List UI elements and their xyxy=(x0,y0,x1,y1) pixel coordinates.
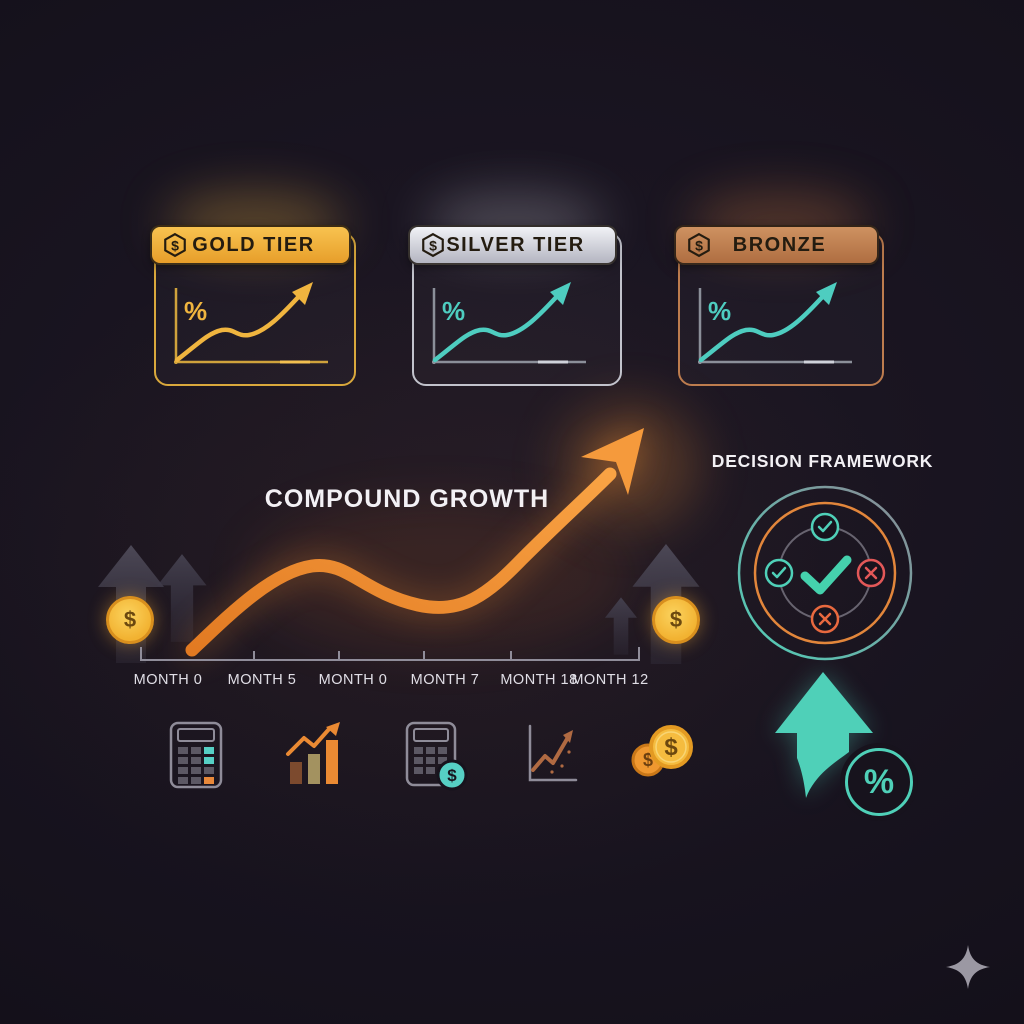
bronze-mini-chart: % xyxy=(698,282,852,364)
timeline-label: MONTH 12 xyxy=(571,672,649,688)
gold-tier-card: $ GOLD TIER % xyxy=(150,225,356,386)
percent-label: % xyxy=(708,296,731,326)
timeline-tick xyxy=(423,651,425,660)
timeline-axis xyxy=(140,659,640,661)
svg-text:$: $ xyxy=(695,237,703,253)
timeline: MONTH 0 MONTH 5 MONTH 0 MONTH 7 MONTH 18… xyxy=(134,646,648,696)
check-circle-icon xyxy=(810,512,840,542)
calculator-dollar-icon: $ xyxy=(405,721,468,791)
svg-text:$: $ xyxy=(447,766,457,785)
percent-circle-icon: % xyxy=(845,748,913,816)
silver-tier-card: $ SILVER TIER % xyxy=(408,225,622,386)
timeline-tick xyxy=(510,651,512,660)
svg-text:$: $ xyxy=(643,750,653,770)
x-circle-icon xyxy=(856,558,886,588)
silver-mini-chart: % xyxy=(432,282,586,364)
svg-text:$: $ xyxy=(664,734,678,761)
svg-text:$: $ xyxy=(429,237,437,253)
timeline-tick xyxy=(253,651,255,660)
dollar-hexagon-icon: $ xyxy=(688,232,710,258)
calculator-icon xyxy=(169,721,223,789)
grey-up-arrow-icon xyxy=(157,554,207,642)
dollar-coin: $ xyxy=(652,596,700,644)
arrowhead xyxy=(816,282,837,305)
decision-framework-title: DECISION FRAMEWORK xyxy=(711,451,934,471)
line-chart-icon xyxy=(528,724,578,782)
compound-growth-arrow xyxy=(185,428,644,657)
silver-tier-label: SILVER TIER xyxy=(446,233,585,256)
arrowhead xyxy=(326,722,340,736)
dollar-hexagon-icon: $ xyxy=(164,232,186,258)
compound-growth-title: COMPOUND GROWTH xyxy=(264,485,550,513)
timeline-label: MONTH 5 xyxy=(227,672,297,688)
silver-tier-header: $ SILVER TIER xyxy=(408,225,617,265)
svg-text:$: $ xyxy=(171,237,179,253)
percent-label: % xyxy=(442,296,465,326)
gold-tier-header: $ GOLD TIER xyxy=(150,225,351,265)
timeline-tick xyxy=(638,647,640,660)
check-circle-icon xyxy=(764,558,794,588)
center-check-icon xyxy=(800,555,852,595)
grey-up-arrow-icon xyxy=(604,597,638,655)
sparkle-icon xyxy=(946,945,990,989)
bronze-tier-header: $ BRONZE xyxy=(674,225,879,265)
timeline-label: MONTH 18 xyxy=(500,672,578,688)
coins-icon: $ $ xyxy=(631,725,693,777)
timeline-label: MONTH 0 xyxy=(318,672,388,688)
x-circle-icon xyxy=(810,604,840,634)
arrowhead xyxy=(563,730,573,743)
bronze-tier-label: BRONZE xyxy=(732,233,827,256)
timeline-tick xyxy=(140,647,142,660)
timeline-label: MONTH 0 xyxy=(133,672,203,688)
dollar-hexagon-icon: $ xyxy=(422,232,444,258)
arrowhead xyxy=(550,282,571,305)
decision-framework-diagram xyxy=(737,485,913,661)
bronze-tier-card: $ BRONZE % xyxy=(674,225,884,386)
arrowhead xyxy=(581,428,644,495)
teal-up-arrow-icon xyxy=(775,672,873,798)
bar-chart-growth-icon xyxy=(286,722,340,784)
percent-label: % xyxy=(184,296,207,326)
timeline-tick xyxy=(338,651,340,660)
timeline-label: MONTH 7 xyxy=(410,672,480,688)
dollar-coin: $ xyxy=(106,596,154,644)
gold-tier-label: GOLD TIER xyxy=(192,233,315,256)
arrowhead xyxy=(292,282,313,305)
gold-mini-chart: % xyxy=(174,282,328,364)
